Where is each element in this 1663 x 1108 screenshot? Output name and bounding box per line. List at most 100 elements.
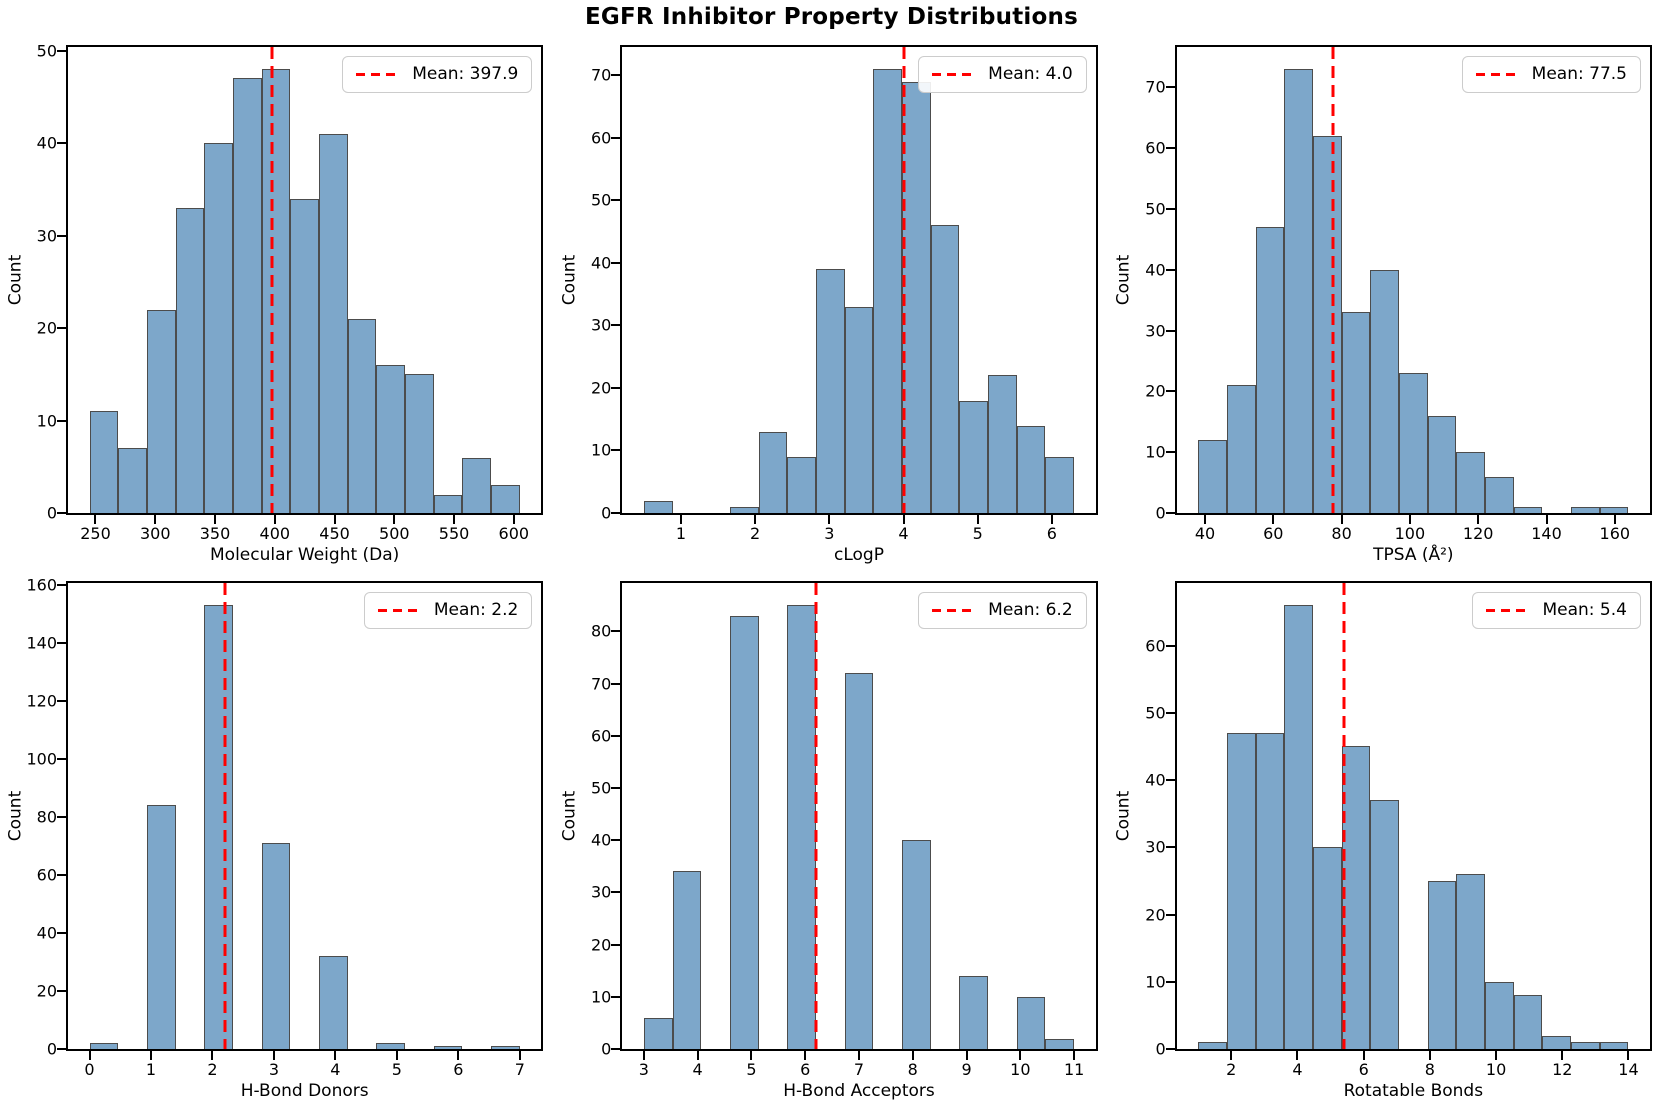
histogram-bar [1456,452,1486,513]
x-tick-label: 550 [438,524,470,543]
y-tick-label: 0 [601,1039,612,1059]
y-tick-label: 0 [601,503,612,523]
x-tick-label: 4 [692,1060,703,1079]
x-tick-label: 1 [145,1060,157,1079]
histogram-bar [1255,227,1285,513]
x-tick [211,1051,214,1060]
histogram-bar [815,269,845,513]
y-tick [611,995,621,998]
histogram-bar [376,365,406,513]
y-tick [57,815,66,818]
histogram-bar [146,805,176,1049]
x-tick [1019,1051,1022,1060]
mean-line [223,583,227,1049]
subplot-clogp: Count Mean: 4.0 0 10 20 30 40 50 60 70 1 2 3 4 5 6 cL… [554,36,1108,572]
y-tick [1165,451,1175,454]
histogram-bar [376,1043,406,1049]
histogram-bar [1427,415,1457,513]
histogram-bar [89,1043,119,1049]
x-axis-label: Molecular Weight (Da) [210,545,400,565]
y-tick [1165,208,1175,211]
y-axis-label: Count [1113,254,1134,306]
x-tick-label: 3 [268,1060,280,1079]
y-tick-label: 30 [590,882,612,902]
plot-area: Mean: 4.0 0 10 20 30 40 50 60 70 1 2 3 4 5 6 [591,45,1098,543]
x-tick-label: 350 [199,524,231,543]
y-axis-label: Count [559,254,580,306]
histogram-bar [261,69,291,513]
histogram-bar [988,375,1017,513]
legend-label: Mean: 2.2 [433,600,519,620]
y-tick [57,931,66,934]
y-tick [57,641,66,644]
y-tick-label: 40 [590,253,612,273]
x-tick-label: 60 [1263,524,1284,543]
histogram-bar [1542,1035,1572,1049]
x-tick [1073,1051,1076,1060]
y-tick-label: 60 [1145,636,1166,656]
histogram-bar [844,673,874,1049]
y-tick-label: 30 [1145,837,1166,857]
x-tick [333,515,336,524]
y-tick-label: 140 [26,633,57,653]
histogram-bar [89,411,119,513]
histogram-bar [1045,1038,1075,1049]
x-tick-label: 2 [750,524,761,543]
mean-line [902,47,905,513]
x-tick-label: 450 [319,524,350,543]
y-tick-label: 100 [26,749,57,769]
x-tick-label: 3 [638,1060,649,1079]
y-tick-label: 50 [36,41,57,61]
x-tick [1428,1051,1431,1060]
histogram-bar [232,78,262,513]
y-tick-label: 10 [36,411,57,431]
histogram-bar [1513,995,1543,1049]
legend: Mean: 6.2 [918,592,1087,629]
x-tick [272,1051,275,1060]
x-tick [88,1051,91,1060]
y-tick [1165,779,1175,782]
x-tick-label: 10 [1485,1060,1507,1079]
y-tick-label: 20 [1145,905,1166,924]
histogram-bar [844,306,874,513]
x-tick [828,515,831,524]
histogram-bar [347,318,377,513]
x-tick [750,1051,753,1060]
histogram-bar [204,143,233,513]
plot-area: Mean: 77.5 0 10 20 30 40 50 60 70 40 60 80 100 120 14… [1145,45,1652,543]
histogram-bar [729,506,759,513]
legend-label: Mean: 4.0 [988,64,1073,84]
y-tick [57,327,66,330]
x-tick [1408,515,1411,524]
x-tick-label: 2 [1226,1060,1237,1079]
y-tick-label: 10 [590,987,612,1007]
y-tick [57,1048,66,1050]
y-tick [611,891,621,894]
histogram-bar [758,431,788,513]
histogram-bar [1341,312,1371,513]
y-tick-label: 80 [590,621,612,641]
mean-dash-icon [932,72,975,76]
y-tick-label: 0 [46,503,57,523]
x-tick-label: 4 [1292,1060,1303,1079]
plot-area: Mean: 5.4 0 10 20 30 40 50 60 2 4 6 8 10 12 14 [1145,581,1652,1079]
histogram-bar [1284,605,1313,1049]
x-tick-label: 8 [1424,1060,1435,1079]
x-tick-label: 140 [1531,524,1562,543]
histogram-bar [433,494,463,513]
x-tick [1230,1051,1233,1060]
x-axis-label: H-Bond Acceptors [783,1081,935,1101]
y-axis-label: Count [5,790,25,842]
y-tick [611,734,621,737]
histogram-bar [672,871,702,1049]
x-tick [518,1051,521,1060]
legend: Mean: 5.4 [1472,592,1641,629]
mean-dash-icon [356,72,399,76]
legend-label: Mean: 5.4 [1542,600,1627,620]
subplot-grid: Count Mean: 397.9 0 10 20 30 40 50 250 300 350 40… [0,36,1663,1108]
mean-line [1331,47,1335,513]
x-tick [696,1051,699,1060]
legend-label: Mean: 6.2 [988,600,1073,620]
y-tick-label: 30 [36,226,57,246]
x-tick [334,1051,337,1060]
